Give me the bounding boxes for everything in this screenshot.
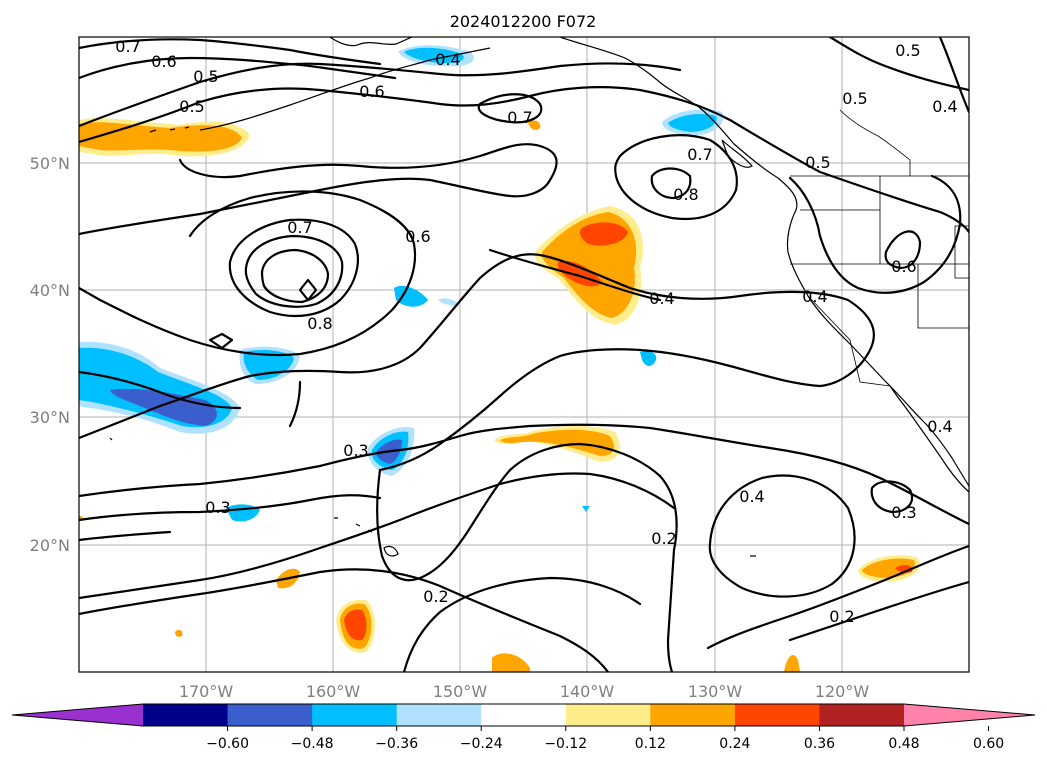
contour-label: 0.6 [405,227,430,246]
map-title: 2024012200 F072 [450,12,597,31]
colorbar-tick-label: 0.36 [804,736,835,752]
contour-label: 0.7 [687,145,712,164]
lat-label: 40°N [30,281,70,300]
contour-label: 0.4 [739,487,764,506]
lon-label: 140°W [560,682,615,701]
contour-label: 0.6 [891,257,916,276]
colorbar-tick-label: −0.60 [206,736,249,752]
contour-label: 0.4 [927,417,952,436]
map-area: 0.7 0.6 0.5 0.5 0.6 0.4 0.7 0.7 0.8 0.5 … [79,37,969,672]
contour-label: 0.4 [435,50,460,69]
contour-label: 0.2 [423,587,448,606]
contour-label: 0.4 [932,97,957,116]
shaded-anomalies [79,45,920,672]
latitude-labels: 50°N 40°N 30°N 20°N [30,154,70,555]
contour-label: 0.4 [802,287,827,306]
contour-label: 0.7 [287,218,312,237]
lon-label: 120°W [815,682,870,701]
contour-label: 0.8 [307,314,332,333]
contour-label: 0.5 [805,153,830,172]
colorbar-tick-label: 0.60 [973,736,1004,752]
contour-label: 0.5 [842,89,867,108]
contour-label: 0.6 [359,82,384,101]
colorbar-swatch [650,704,736,726]
contour-label: 0.4 [649,289,674,308]
colorbar-swatch [734,704,820,726]
contour-label: 0.8 [673,185,698,204]
contour-label: 0.3 [343,441,368,460]
colorbar-tick-label: 0.24 [719,736,750,752]
lon-label: 130°W [688,682,743,701]
lon-label: 170°W [179,682,234,701]
lat-label: 50°N [30,154,70,173]
colorbar-swatch [481,704,567,726]
colorbar-swatch [565,704,651,726]
contour-label: 0.3 [891,503,916,522]
lat-label: 20°N [30,536,70,555]
colorbar-tick-label: −0.12 [544,736,587,752]
lon-label: 160°W [306,682,361,701]
colorbar-extend-low [12,704,143,726]
colorbar-tick-label: −0.36 [375,736,418,752]
contour-labels: 0.7 0.6 0.5 0.5 0.6 0.4 0.7 0.7 0.8 0.5 … [115,37,957,626]
colorbar-swatch [312,704,398,726]
contour-label: 0.2 [651,529,676,548]
colorbar-tick-label: −0.48 [291,736,334,752]
contour-label: 0.5 [193,67,218,86]
colorbar-swatch [143,704,229,726]
contour-label: 0.5 [895,41,920,60]
contour-label: 0.2 [829,607,854,626]
colorbar-extend-high [904,704,1035,726]
contour-label: 0.7 [507,108,532,127]
longitude-labels: 170°W 160°W 150°W 140°W 130°W 120°W [179,682,870,701]
lon-label: 150°W [433,682,488,701]
colorbar-tick-label: 0.48 [888,736,919,752]
contour-label: 0.6 [151,52,176,71]
colorbar-swatch [396,704,482,726]
colorbar-tick-label: −0.24 [460,736,503,752]
colorbar-tick-label: 0.12 [635,736,666,752]
colorbar: −0.60 −0.48 −0.36 −0.24 −0.12 0.12 0.24 0.36 0.4… [11,703,1036,752]
map-frame [78,36,970,673]
colorbar-outline [11,703,1036,727]
lat-label: 30°N [30,408,70,427]
contour-lines [79,37,969,672]
contour-label: 0.7 [115,37,140,56]
contour-label: 0.3 [205,498,230,517]
contour-label: 0.5 [179,97,204,116]
colorbar-swatch [227,704,313,726]
colorbar-swatch [819,704,905,726]
